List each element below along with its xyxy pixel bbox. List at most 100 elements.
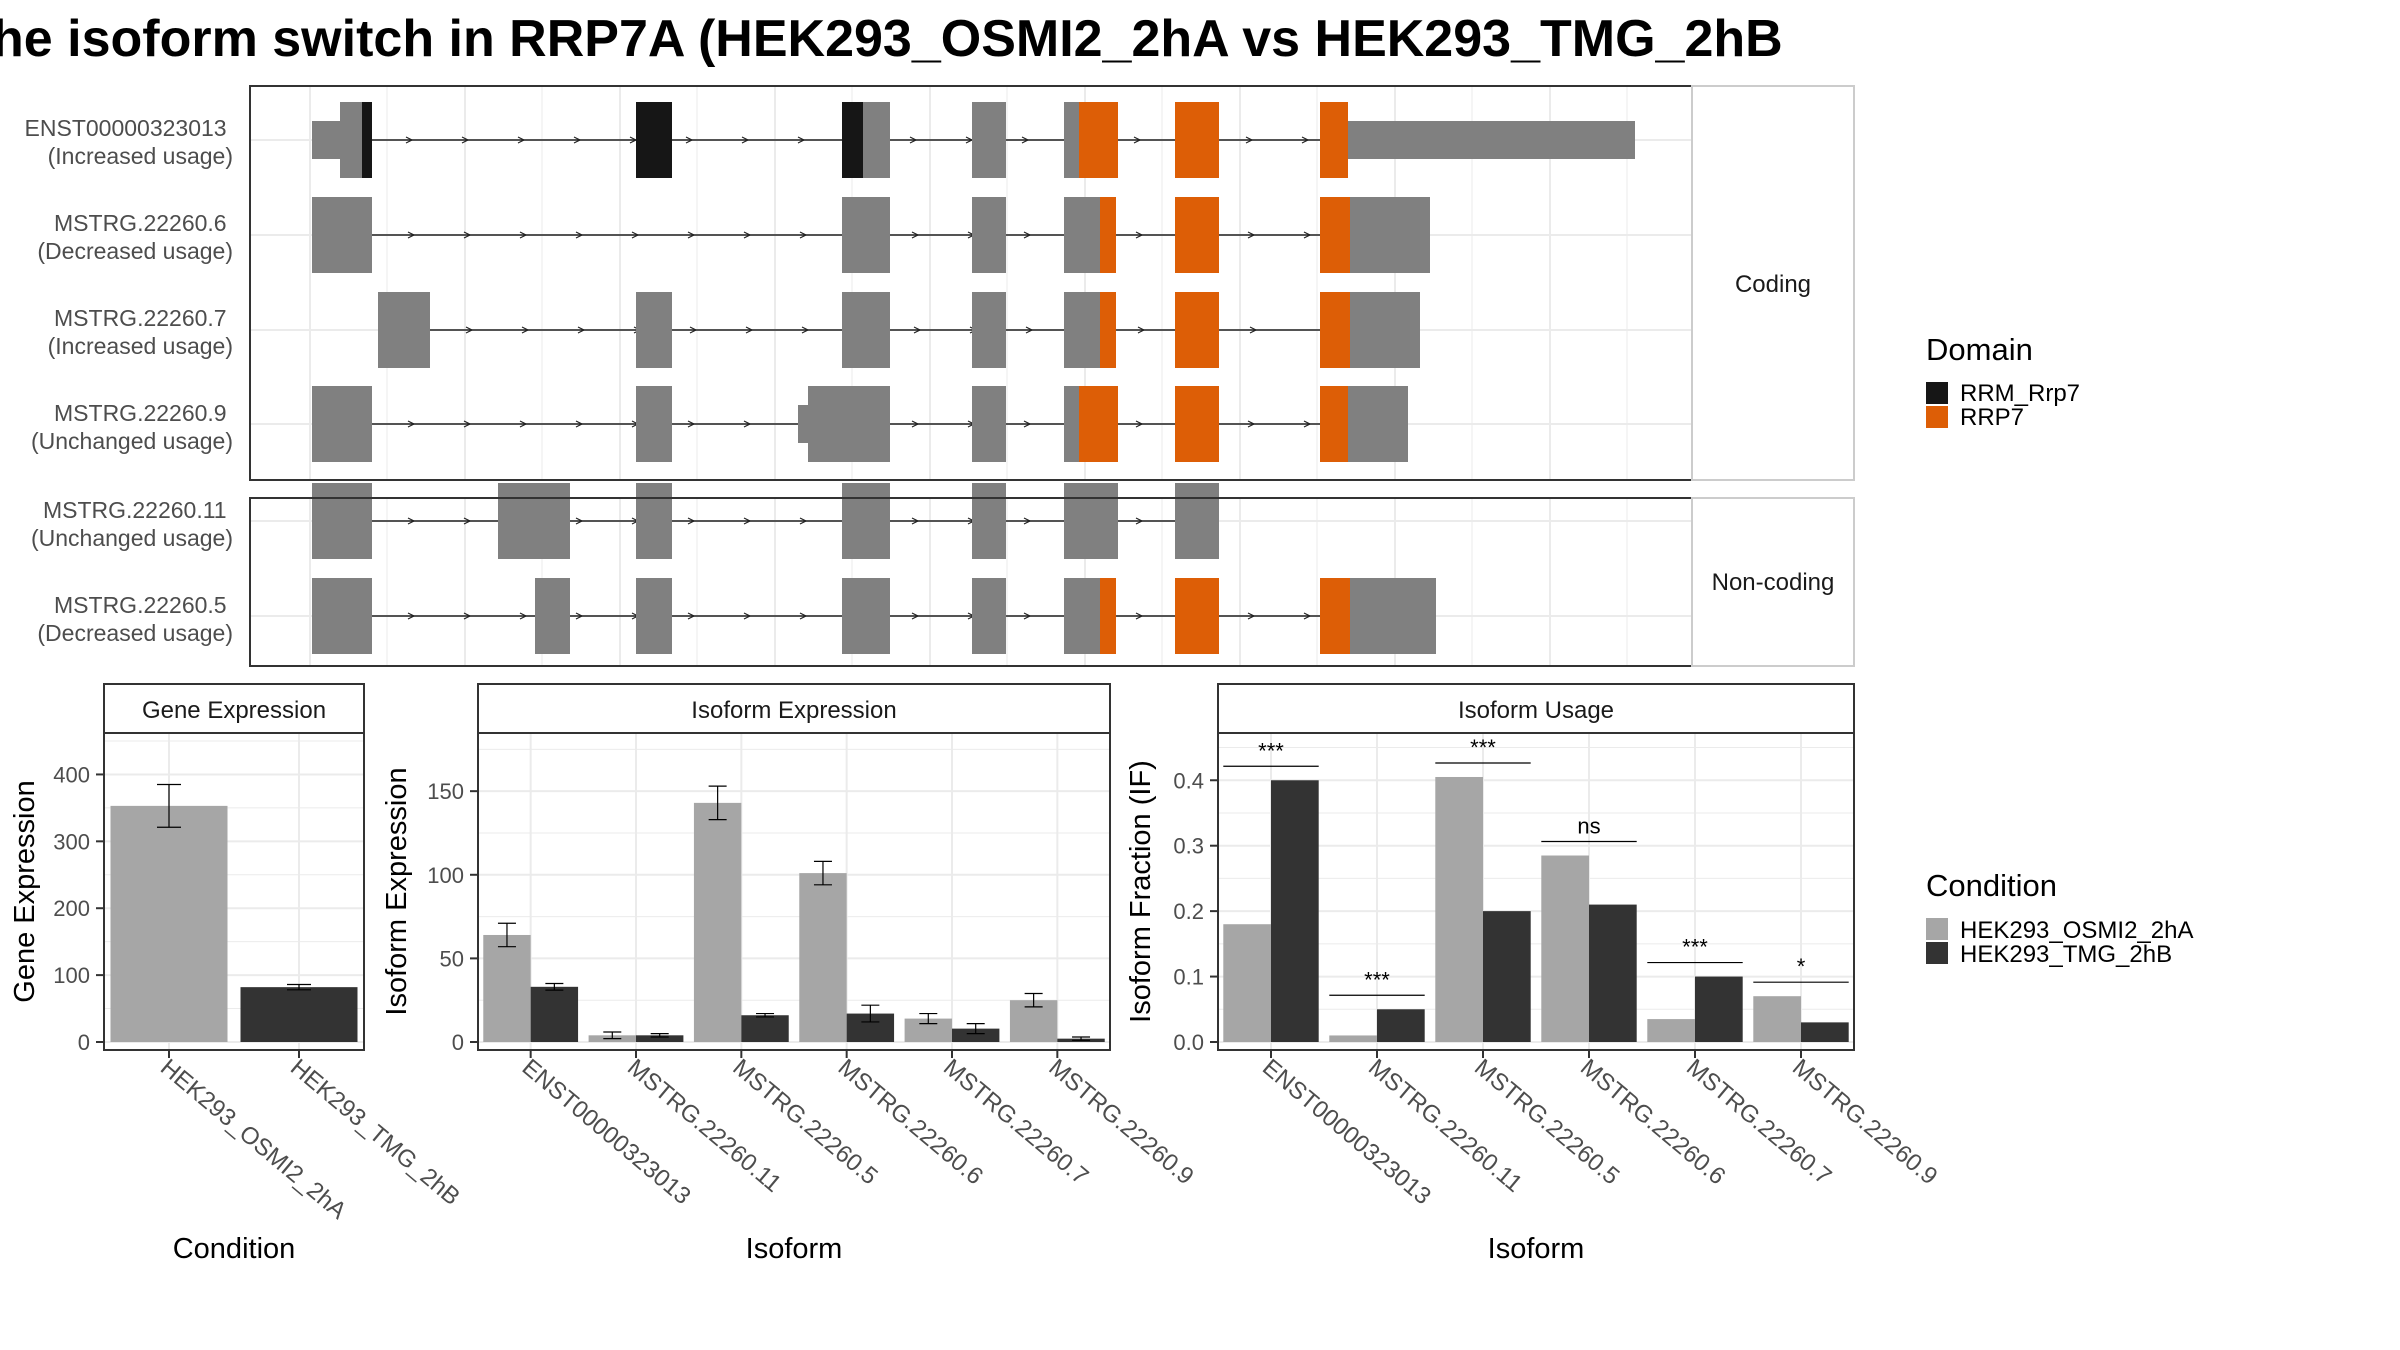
strand-arrow	[1247, 420, 1256, 428]
y-tick-label: 300	[53, 829, 90, 854]
legend-label: HEK293_TMG_2hB	[1960, 941, 2172, 968]
strand-arrow	[801, 326, 810, 334]
significance-marker: *	[1753, 954, 1849, 983]
strand-arrow	[461, 136, 470, 144]
isoform-expression-chart: Isoform Expression050100150ENST000003230…	[381, 683, 1199, 1265]
exon	[1348, 386, 1408, 462]
exon	[842, 292, 890, 368]
exon	[842, 483, 890, 559]
legend-key-cond-a	[1926, 918, 1948, 940]
exon	[1064, 292, 1100, 368]
strand-arrow	[407, 231, 416, 239]
domain-rrm-rrp7	[636, 102, 672, 178]
condition-legend: Condition HEK293_OSMI2_2hA HEK293_TMG_2h…	[1926, 868, 2193, 968]
error-bar	[157, 783, 181, 828]
transcript-id: MSTRG.22260.11	[43, 497, 227, 523]
significance-label: ns	[1577, 814, 1600, 839]
y-tick-label: 150	[427, 779, 464, 804]
strand-arrow	[1025, 326, 1034, 334]
exon	[863, 102, 890, 178]
error-bar	[708, 785, 727, 821]
strand-arrow	[1135, 612, 1144, 620]
strand-arrow	[1247, 612, 1256, 620]
domain-rrm-rrp7	[842, 102, 863, 178]
strand-arrow	[1023, 420, 1032, 428]
domain-legend-title: Domain	[1926, 332, 2033, 367]
bar	[1329, 1035, 1377, 1042]
significance-label: ***	[1364, 967, 1390, 992]
bar	[1801, 1022, 1849, 1042]
transcript-label: ENST00000323013 (Increased usage)	[25, 115, 233, 169]
strand-arrow	[911, 517, 920, 525]
strand-arrow	[799, 612, 808, 620]
transcript-labels: ENST00000323013 (Increased usage) MSTRG.…	[25, 115, 233, 646]
bar	[1647, 1019, 1695, 1042]
strand-arrow	[913, 326, 922, 334]
bar	[1377, 1009, 1425, 1042]
significance-marker: ***	[1435, 735, 1531, 764]
y-tick-label: 0.1	[1173, 965, 1204, 990]
domain-rrp7	[1175, 197, 1219, 273]
error-bar	[603, 1031, 622, 1040]
bar	[693, 802, 742, 1042]
exon	[312, 578, 372, 654]
exon	[1064, 578, 1100, 654]
error-bar	[756, 1012, 775, 1018]
exon	[972, 386, 1006, 462]
bar	[1541, 855, 1589, 1042]
strand-arrow	[687, 420, 696, 428]
y-tick-label: 0.4	[1173, 768, 1204, 793]
strand-arrow	[1133, 136, 1142, 144]
strand-arrow	[911, 231, 920, 239]
y-tick-label: 100	[427, 863, 464, 888]
significance-marker: ***	[1223, 738, 1319, 767]
transcript-structure	[378, 292, 1420, 368]
exon	[535, 578, 570, 654]
y-tick-label: 0.3	[1173, 834, 1204, 859]
error-bar	[1072, 1036, 1091, 1041]
transcript-structure	[312, 578, 1436, 654]
exon	[1064, 386, 1079, 462]
strand-arrow	[1245, 136, 1254, 144]
domain-rrp7	[1175, 386, 1219, 462]
strand-arrow	[909, 136, 918, 144]
strand-arrow	[743, 612, 752, 620]
legend-label: HEK293_OSMI2_2hA	[1960, 917, 2193, 944]
legend-label: RRP7	[1960, 404, 2024, 431]
strand-arrow	[745, 326, 754, 334]
strip-background	[103, 683, 365, 734]
exon	[636, 386, 672, 462]
strand-arrow	[1249, 326, 1258, 334]
exon	[1350, 578, 1436, 654]
structure-panel: Coding Non-coding ENST00000323013 (Incre…	[25, 85, 1855, 667]
strand-arrow	[1135, 420, 1144, 428]
strand-arrow	[463, 231, 472, 239]
transcript-label: MSTRG.22260.5 (Decreased usage)	[37, 592, 233, 646]
exon	[636, 292, 672, 368]
error-bar	[813, 860, 832, 886]
exon	[972, 483, 1006, 559]
strand-arrow	[1247, 231, 1256, 239]
strand-arrow	[519, 612, 528, 620]
x-axis-title: Condition	[173, 1233, 296, 1265]
strand-arrow	[687, 612, 696, 620]
strip-background	[477, 683, 1111, 734]
strand-arrow	[797, 136, 806, 144]
domain-rrp7	[1320, 102, 1348, 178]
exon	[808, 386, 890, 462]
bar	[530, 986, 579, 1042]
exon	[1350, 292, 1420, 368]
transcript-label: MSTRG.22260.7 (Increased usage)	[48, 305, 233, 359]
domain-rrp7	[1079, 102, 1118, 178]
domain-rrp7	[1320, 386, 1348, 462]
domain-rrm-rrp7	[362, 102, 372, 178]
strip-background	[1217, 683, 1855, 734]
transcript-label: MSTRG.22260.9 (Unchanged usage)	[31, 400, 233, 454]
significance-marker: ***	[1329, 967, 1425, 996]
bar	[799, 873, 847, 1042]
error-bar	[919, 1012, 938, 1025]
exon	[972, 292, 1006, 368]
x-axis-title: Isoform	[746, 1233, 843, 1265]
error-bar	[545, 982, 564, 991]
